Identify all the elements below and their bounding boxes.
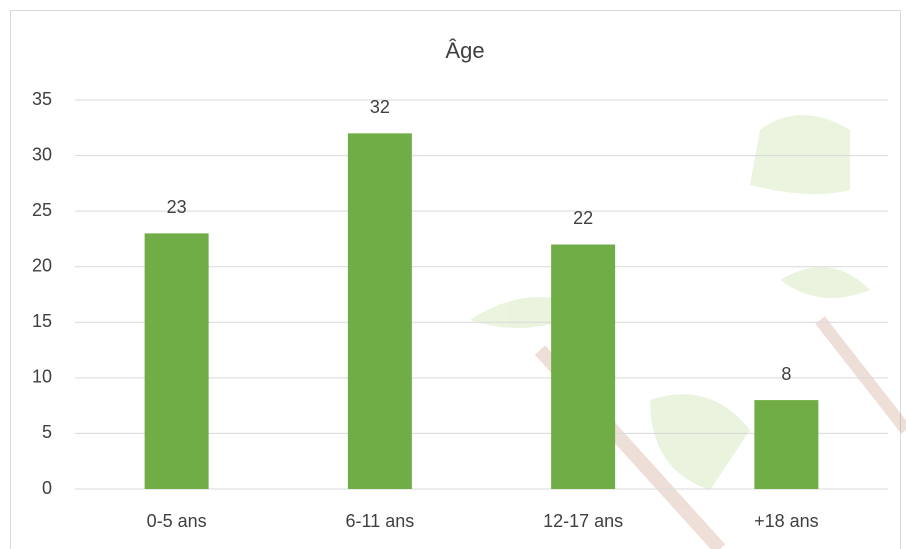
y-tick-label: 15: [32, 311, 52, 331]
x-tick-label: 12-17 ans: [543, 511, 623, 531]
x-tick-label: 0-5 ans: [147, 511, 207, 531]
y-tick-label: 20: [32, 255, 52, 275]
bar: [145, 233, 209, 489]
bar: [754, 400, 818, 489]
chart: Âge 0 5 10 15 20 25 30 35 0-5 ans 23 6-11 ans 32 12-…: [0, 0, 906, 549]
data-label: 8: [781, 364, 791, 384]
y-tick-label: 10: [32, 367, 52, 387]
data-label: 23: [167, 197, 187, 217]
x-tick-label: +18 ans: [754, 511, 819, 531]
bar: [348, 133, 412, 489]
y-tick-label: 0: [42, 478, 52, 498]
y-tick-label: 5: [42, 422, 52, 442]
y-tick-label: 35: [32, 89, 52, 109]
chart-title: Âge: [445, 38, 484, 63]
y-tick-label: 25: [32, 200, 52, 220]
data-label: 22: [573, 208, 593, 228]
data-label: 32: [370, 97, 390, 117]
bar: [551, 244, 615, 489]
y-tick-label: 30: [32, 144, 52, 164]
x-tick-label: 6-11 ans: [346, 511, 415, 531]
